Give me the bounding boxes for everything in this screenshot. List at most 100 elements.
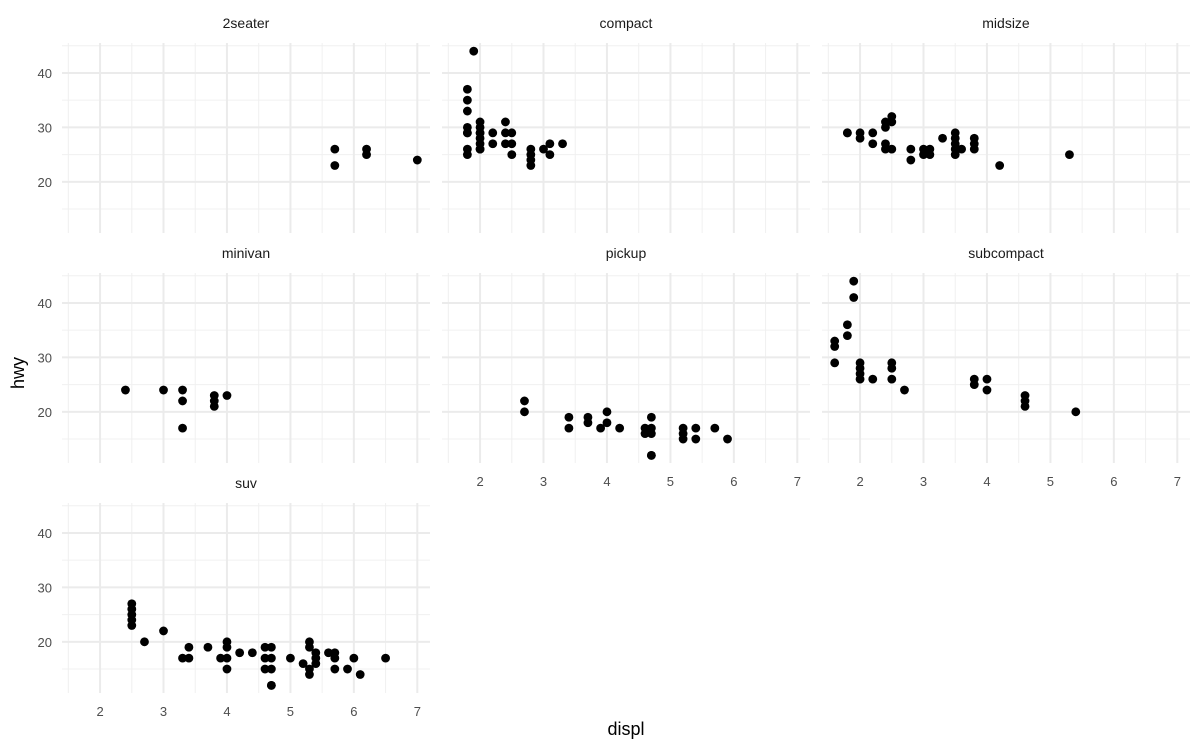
data-point xyxy=(1065,150,1074,160)
data-point xyxy=(127,621,137,630)
data-point xyxy=(982,374,992,384)
y-tick-label: 20 xyxy=(38,635,52,650)
data-point xyxy=(842,128,852,138)
data-point xyxy=(475,128,485,138)
x-tick-label: 3 xyxy=(540,474,547,489)
data-point xyxy=(982,385,992,395)
x-tick-label: 6 xyxy=(730,474,737,489)
data-point xyxy=(602,407,612,417)
data-point xyxy=(969,380,979,390)
data-point xyxy=(203,642,213,652)
x-tick-label: 5 xyxy=(287,704,294,719)
panel-suv: suv 20 30 40 2 3 4 5 6 7 xyxy=(38,475,430,719)
x-tick-label: 2 xyxy=(476,474,483,489)
data-point xyxy=(488,128,498,138)
x-tick-label: 2 xyxy=(96,704,103,719)
data-point xyxy=(343,664,352,674)
y-tick-label: 40 xyxy=(38,526,52,541)
data-point xyxy=(957,144,966,154)
data-point xyxy=(266,680,276,690)
data-point xyxy=(849,276,859,286)
data-point xyxy=(247,648,257,658)
data-point xyxy=(583,418,593,428)
data-point xyxy=(501,139,510,149)
data-point xyxy=(849,293,859,302)
data-point xyxy=(520,396,529,406)
data-point xyxy=(602,418,612,428)
data-point xyxy=(710,423,720,433)
x-tick-label: 4 xyxy=(603,474,610,489)
data-point xyxy=(900,385,909,395)
data-point xyxy=(501,128,510,138)
data-point xyxy=(842,331,852,341)
data-point xyxy=(830,342,840,351)
data-point xyxy=(412,155,422,165)
x-tick-label: 6 xyxy=(350,704,357,719)
data-point xyxy=(887,374,897,384)
facet-label-2seater: 2seater xyxy=(223,15,270,31)
y-axis-title: hwy xyxy=(8,357,28,389)
x-tick-label: 5 xyxy=(1047,474,1054,489)
data-point xyxy=(906,144,916,154)
data-point xyxy=(868,374,878,384)
data-point xyxy=(995,161,1005,170)
data-point xyxy=(298,659,308,669)
x-tick-label: 2 xyxy=(856,474,863,489)
facet-label-minivan: minivan xyxy=(222,245,270,261)
x-tick-label: 7 xyxy=(414,704,421,719)
data-point xyxy=(222,653,232,663)
data-point xyxy=(596,423,606,433)
data-point xyxy=(906,155,916,165)
data-point xyxy=(488,139,498,149)
data-point xyxy=(646,429,656,439)
x-tick-label: 3 xyxy=(920,474,927,489)
panel-2seater: 2seater 20 30 40 xyxy=(38,15,430,233)
y-tick-label: 20 xyxy=(38,405,52,420)
data-point xyxy=(330,664,340,674)
y-tick-label: 20 xyxy=(38,175,52,190)
data-point xyxy=(887,144,897,154)
y-tick-label: 40 xyxy=(38,66,52,81)
x-tick-label: 6 xyxy=(1110,474,1117,489)
data-point xyxy=(646,450,656,460)
data-point xyxy=(235,648,245,658)
data-point xyxy=(830,358,840,368)
data-point xyxy=(260,653,270,663)
data-point xyxy=(381,653,390,663)
data-point xyxy=(286,653,295,663)
data-point xyxy=(475,144,485,154)
data-point xyxy=(881,122,890,132)
data-point xyxy=(868,128,878,138)
facet-label-pickup: pickup xyxy=(606,245,647,261)
data-point xyxy=(855,374,865,384)
data-point xyxy=(539,144,548,154)
data-point xyxy=(469,46,479,56)
data-point xyxy=(355,670,365,679)
facet-label-compact: compact xyxy=(600,15,653,31)
data-point xyxy=(887,363,897,373)
data-point xyxy=(925,150,935,160)
panel-subcompact: subcompact 2 3 4 5 6 7 xyxy=(822,245,1190,489)
data-point xyxy=(462,95,472,105)
data-point xyxy=(615,423,625,433)
data-point xyxy=(216,653,226,663)
data-point xyxy=(222,642,232,652)
data-point xyxy=(842,320,852,330)
data-point xyxy=(266,642,276,652)
x-tick-label: 4 xyxy=(983,474,990,489)
data-point xyxy=(178,385,187,395)
data-point xyxy=(222,664,232,674)
data-point xyxy=(330,161,340,170)
data-point xyxy=(121,385,130,395)
data-point xyxy=(178,423,187,433)
data-point xyxy=(950,150,960,160)
data-point xyxy=(526,161,536,170)
x-tick-label: 4 xyxy=(223,704,230,719)
data-point xyxy=(159,626,168,636)
data-point xyxy=(564,412,574,422)
x-tick-label: 3 xyxy=(160,704,167,719)
panel-pickup: pickup 2 3 4 5 6 7 xyxy=(442,245,810,489)
panel-compact: compact xyxy=(442,15,810,233)
data-point xyxy=(159,385,168,395)
